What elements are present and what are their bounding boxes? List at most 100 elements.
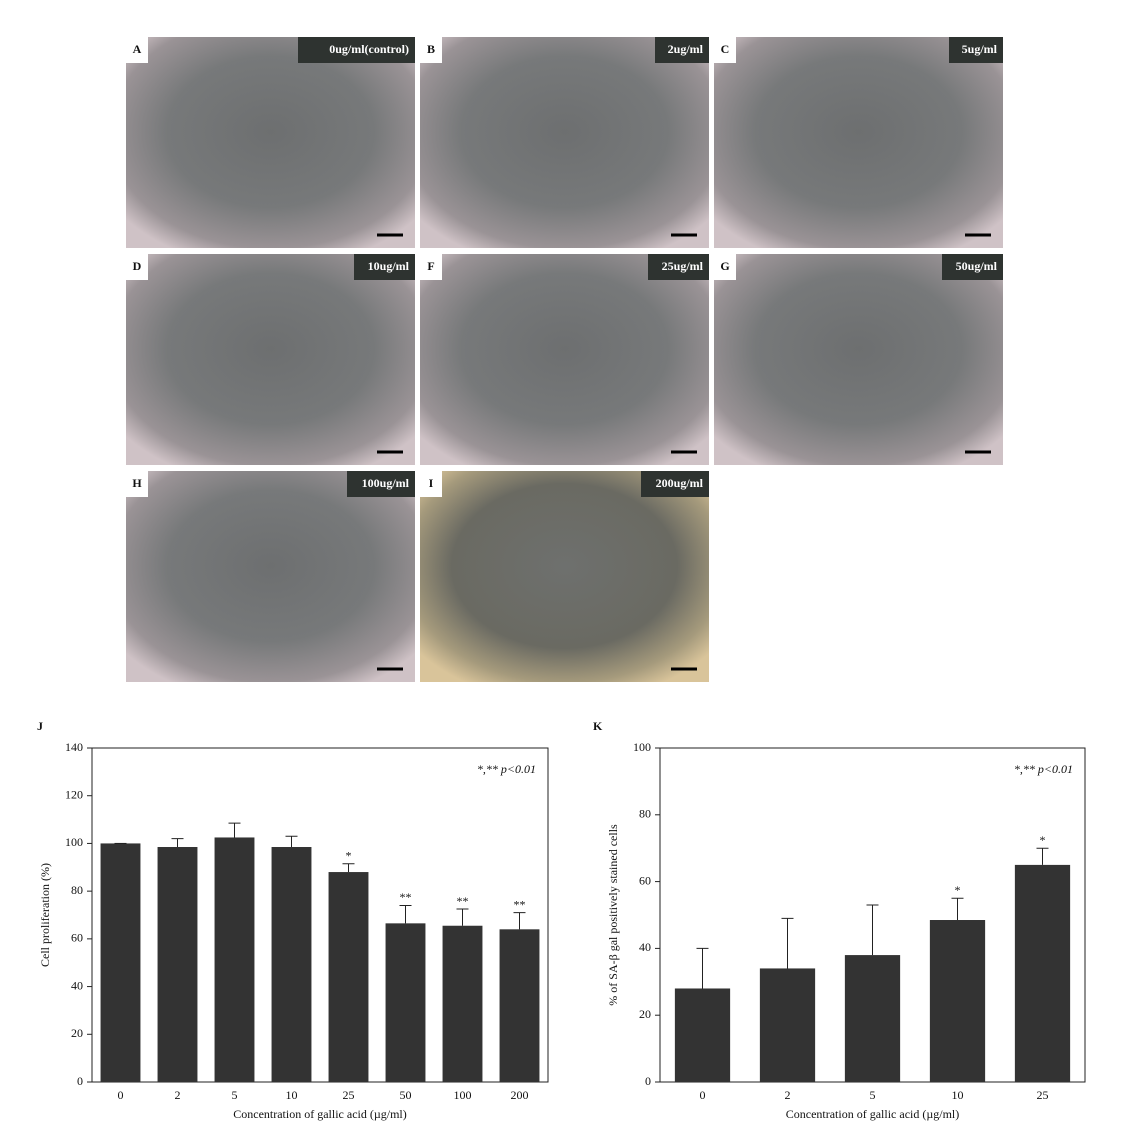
x-tick-label: 10: [286, 1088, 298, 1102]
panel-letter: J: [37, 719, 43, 733]
panel-letter: F: [427, 259, 434, 273]
error-bar: [781, 917, 794, 969]
annotation: *,** p<0.01: [1014, 762, 1073, 776]
concentration-label: 200ug/ml: [656, 476, 704, 490]
concentration-label: 100ug/ml: [362, 476, 410, 490]
significance-marker: *: [1040, 833, 1046, 847]
panel-letter: D: [133, 259, 142, 273]
concentration-label: 5ug/ml: [962, 42, 998, 56]
concentration-label-box: [298, 37, 415, 63]
y-tick-label: 40: [71, 978, 83, 992]
concentration-label-box: [949, 37, 1003, 63]
significance-marker: *: [955, 883, 961, 897]
error-bar: [342, 863, 355, 873]
panel-letter: H: [132, 476, 142, 490]
panel-letter: A: [133, 42, 142, 56]
panel-letter-box: [420, 254, 442, 280]
x-tick-label: 200: [511, 1088, 529, 1102]
concentration-label-box: [354, 254, 415, 280]
x-tick-label: 2: [785, 1088, 791, 1102]
y-tick-label: 140: [65, 740, 83, 754]
y-tick-label: 120: [65, 787, 83, 801]
significance-marker: **: [514, 897, 526, 911]
micrograph: [126, 37, 415, 248]
y-axis-label: % of SA-β gal positively stained cells: [606, 824, 620, 1006]
panel-letter: G: [720, 259, 729, 273]
y-tick-label: 80: [71, 883, 83, 897]
micrograph: [126, 254, 415, 465]
bar: [442, 925, 483, 1082]
concentration-label: 50ug/ml: [956, 259, 998, 273]
y-tick-label: 60: [639, 873, 651, 887]
bar: [499, 929, 540, 1082]
bar: [929, 920, 986, 1082]
panel-letter: I: [429, 476, 434, 490]
error-bar: [1036, 847, 1049, 865]
error-bar: [696, 947, 709, 989]
x-tick-label: 0: [700, 1088, 706, 1102]
y-tick-label: 40: [639, 940, 651, 954]
error-bar: [513, 912, 526, 930]
micrograph: [714, 254, 1003, 465]
concentration-label-box: [655, 37, 709, 63]
y-tick-label: 100: [65, 835, 83, 849]
micrograph: [420, 37, 709, 248]
x-axis-label: Concentration of gallic acid (µg/ml): [233, 1107, 407, 1121]
y-tick-label: 0: [77, 1074, 83, 1088]
error-bar: [456, 908, 469, 926]
error-bar: [171, 838, 184, 848]
panel-letter-box: [420, 471, 442, 497]
micrograph: [420, 471, 709, 682]
panel-letter-box: [126, 37, 148, 63]
error-bar: [228, 822, 241, 838]
micrograph: [420, 254, 709, 465]
error-bar: [951, 897, 964, 921]
plot-frame: [91, 747, 549, 1083]
panel-letter-box: [126, 471, 148, 497]
x-axis-label: Concentration of gallic acid (µg/ml): [786, 1107, 960, 1121]
micrograph: [126, 471, 415, 682]
concentration-label-box: [641, 471, 709, 497]
concentration-label-box: [648, 254, 709, 280]
panel-letter: K: [593, 719, 603, 733]
panel-letter: B: [427, 42, 435, 56]
panel-letter-box: [126, 254, 148, 280]
error-bar: [285, 835, 298, 848]
panel-letter: C: [721, 42, 730, 56]
concentration-label: 0ug/ml(control): [329, 42, 409, 56]
panel-letter-box: [714, 254, 736, 280]
bar: [844, 955, 901, 1082]
x-tick-label: 2: [175, 1088, 181, 1102]
x-tick-label: 25: [1037, 1088, 1049, 1102]
bar: [214, 837, 255, 1082]
x-tick-label: 5: [232, 1088, 238, 1102]
x-tick-label: 25: [343, 1088, 355, 1102]
significance-marker: **: [400, 890, 412, 904]
x-tick-label: 10: [952, 1088, 964, 1102]
panel-letter-box: [420, 37, 442, 63]
y-tick-label: 20: [71, 1026, 83, 1040]
concentration-label: 10ug/ml: [368, 259, 410, 273]
concentration-label: 2ug/ml: [668, 42, 704, 56]
panel-letter-box: [714, 37, 736, 63]
y-tick-label: 60: [71, 931, 83, 945]
concentration-label: 25ug/ml: [662, 259, 704, 273]
bar: [100, 843, 141, 1082]
y-tick-label: 0: [645, 1074, 651, 1088]
y-axis-label: Cell proliferation (%): [38, 863, 52, 967]
annotation: *,** p<0.01: [477, 762, 536, 776]
y-tick-label: 100: [633, 740, 651, 754]
micrograph: [714, 37, 1003, 248]
significance-marker: **: [457, 894, 469, 908]
x-tick-label: 50: [400, 1088, 412, 1102]
significance-marker: *: [346, 848, 352, 862]
concentration-label-box: [942, 254, 1003, 280]
error-bar: [399, 904, 412, 924]
bar: [385, 923, 426, 1082]
y-tick-label: 80: [639, 807, 651, 821]
bar: [759, 968, 816, 1082]
x-tick-label: 0: [118, 1088, 124, 1102]
bar: [1014, 864, 1071, 1082]
bar: [674, 988, 731, 1082]
